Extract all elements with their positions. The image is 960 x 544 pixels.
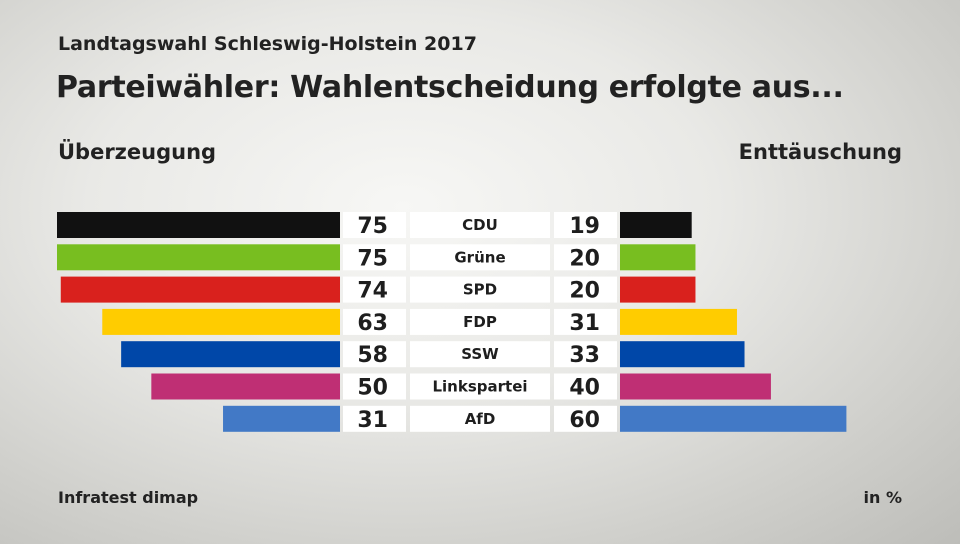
label-box-ssw [410,341,550,368]
value-right-spd: 20 [569,279,600,304]
value-right-linkspartei: 40 [569,376,600,401]
label-box-afd [410,405,550,432]
bar-right-spd [620,276,696,303]
category-label-ssw: SSW [461,345,499,363]
value-right-gr-ne: 20 [569,246,600,271]
label-box-spd [410,276,550,303]
value-left-ssw: 58 [357,343,388,368]
value-left-linkspartei: 50 [357,376,388,401]
value-box-left-gr-ne [343,244,406,271]
bar-left-linkspartei [151,373,340,400]
value-box-left-fdp [343,308,406,335]
bar-left-afd [223,405,340,432]
value-box-right-spd [554,276,617,303]
value-left-fdp: 63 [357,311,388,336]
value-box-right-fdp [554,308,617,335]
category-label-afd: AfD [465,410,496,428]
label-box-linkspartei [410,373,550,400]
bar-right-afd [620,405,847,432]
label-box-cdu [410,212,550,238]
value-box-left-linkspartei [343,373,406,400]
chart-subtitle: Landtagswahl Schleswig-Holstein 2017 [58,33,477,55]
value-box-left-ssw [343,341,406,368]
label-box-gr-ne [410,244,550,271]
unit-label: in % [863,488,902,507]
bar-right-cdu [620,212,692,238]
value-box-right-afd [554,405,617,432]
series-left-heading: Überzeugung [58,140,217,164]
category-label-linkspartei: Linkspartei [432,378,527,396]
category-label-gr-ne: Grüne [454,248,505,266]
category-label-fdp: FDP [463,313,497,331]
bar-left-fdp [102,308,340,335]
chart-title: Parteiwähler: Wahlentscheidung erfolgte … [56,70,844,105]
value-right-fdp: 31 [569,311,600,336]
value-box-left-spd [343,276,406,303]
value-box-right-ssw [554,341,617,368]
value-left-gr-ne: 75 [357,246,388,271]
series-right-heading: Enttäuschung [738,140,902,164]
bar-right-linkspartei [620,373,771,400]
bar-right-gr-ne [620,244,696,271]
bar-left-gr-ne [57,244,340,271]
value-left-cdu: 75 [357,214,388,239]
value-right-afd: 60 [569,408,600,433]
value-box-left-afd [343,405,406,432]
bar-right-ssw [620,341,745,368]
label-box-fdp [410,308,550,335]
bar-left-ssw [121,341,340,368]
value-box-left-cdu [343,212,406,238]
category-label-cdu: CDU [462,216,498,234]
bar-right-fdp [620,308,737,335]
value-left-afd: 31 [357,408,388,433]
bar-left-cdu [57,212,340,238]
value-box-right-gr-ne [554,244,617,271]
value-right-ssw: 33 [569,343,600,368]
value-box-right-linkspartei [554,373,617,400]
source-label: Infratest dimap [58,488,199,507]
category-label-spd: SPD [463,281,497,299]
bar-left-spd [60,276,340,303]
value-left-spd: 74 [357,279,388,304]
value-right-cdu: 19 [569,214,600,239]
value-box-right-cdu [554,212,617,238]
